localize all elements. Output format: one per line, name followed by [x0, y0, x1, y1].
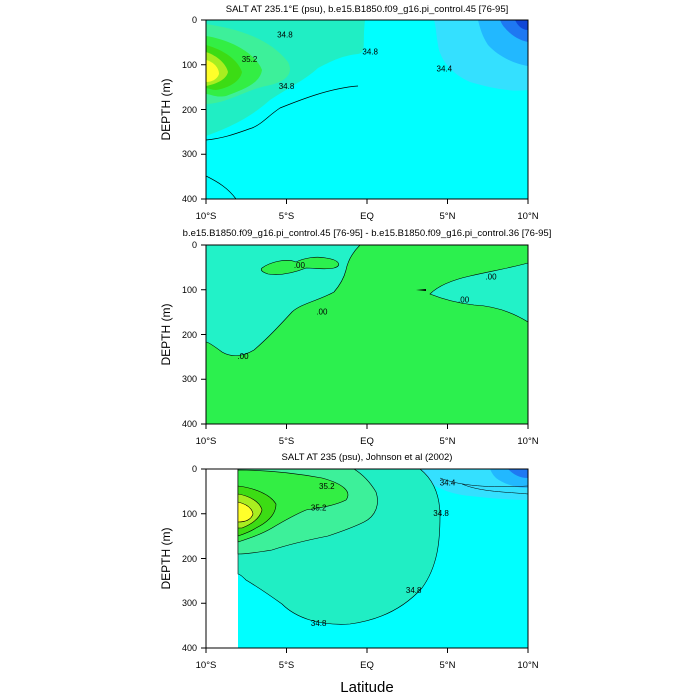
panel-3-ytick-label: 200 — [182, 554, 197, 564]
panel-3-y-ticks — [201, 468, 206, 649]
contour-label: 34.8 — [311, 619, 327, 628]
panel-1-ytick-label: 100 — [182, 60, 197, 70]
panel-2-xtick-label: EQ — [360, 436, 374, 447]
panel-1-plot-area — [206, 20, 528, 199]
panel-2-xtick-label: 10°S — [196, 436, 217, 447]
contour-label: 35.2 — [242, 55, 258, 64]
contour-label: 34.8 — [362, 47, 378, 56]
panel-3-ytick-label: 400 — [182, 643, 197, 653]
panel-1-xtick-label: 5°S — [279, 211, 294, 222]
panel-1-x-ticks — [205, 199, 529, 204]
panel-3-xtick-label: 10°S — [196, 660, 217, 671]
panel-3-xtick-label: 5°N — [440, 660, 456, 671]
panel-2-title: b.e15.B1850.f09_g16.pi_control.45 [76-95… — [183, 228, 552, 239]
panel-2-x-ticks — [205, 424, 529, 429]
contour-label: .00 — [316, 308, 328, 317]
contour-label: 34.8 — [433, 509, 449, 518]
panel-3-plot-area — [237, 469, 528, 648]
contour-label: .00 — [237, 352, 249, 361]
panel-2-fill-green-patch — [260, 256, 339, 275]
contour-label: 35.2 — [319, 482, 335, 491]
panel-3: SALT AT 235 (psu), Johnson et al (2002) … — [159, 452, 539, 671]
panel-1-fill-blue-dark — [515, 20, 528, 30]
panel-2-mark — [416, 289, 426, 291]
panel-1-ylabel: DEPTH (m) — [159, 79, 173, 141]
panel-3-contour-fine — [439, 477, 528, 495]
panel-3-fill-blue — [508, 469, 528, 478]
contour-label: .00 — [294, 261, 306, 270]
panel-2-ytick-label: 0 — [192, 240, 197, 250]
x-axis-title: Latitude — [340, 679, 393, 696]
contour-label: 34.8 — [277, 30, 293, 39]
panel-3-ylabel: DEPTH (m) — [159, 528, 173, 590]
panel-2-contour-labels: .00 .00 .00 .00 .00 — [237, 261, 497, 361]
panel-3-fill-yellow — [237, 501, 254, 523]
panel-1: SALT AT 235.1°E (psu), b.e15.B1850.f09_g… — [159, 4, 539, 222]
panel-1-contour-lower — [206, 85, 359, 141]
panel-2-xtick-label: 5°N — [440, 436, 456, 447]
panel-3-xtick-label: 5°S — [279, 660, 294, 671]
contour-label: 34.8 — [279, 82, 295, 91]
panel-2-xtick-label: 5°S — [279, 436, 294, 447]
panel-1-ytick-label: 300 — [182, 149, 197, 159]
panel-1-ytick-label: 0 — [192, 15, 197, 25]
panel-2-ytick-label: 400 — [182, 419, 197, 429]
panel-2-ytick-label: 100 — [182, 285, 197, 295]
panel-3-x-ticks — [205, 648, 529, 653]
panel-2: b.e15.B1850.f09_g16.pi_control.45 [76-95… — [159, 228, 551, 447]
contour-label: 34.4 — [440, 478, 456, 487]
panel-1-ytick-label: 400 — [182, 194, 197, 204]
panel-2-ylabel: DEPTH (m) — [159, 304, 173, 366]
panel-3-ytick-label: 0 — [192, 464, 197, 474]
panel-2-xtick-label: 10°N — [517, 436, 538, 447]
panel-1-contour-deep — [206, 175, 237, 199]
contour-label: 34.4 — [437, 64, 453, 73]
panel-2-ytick-label: 300 — [182, 374, 197, 384]
contour-label: .00 — [458, 296, 470, 305]
panel-3-title: SALT AT 235 (psu), Johnson et al (2002) — [282, 452, 453, 463]
panel-3-fill-green — [237, 469, 349, 543]
panel-2-fill-aqua-east — [429, 262, 528, 323]
panel-3-ytick-label: 100 — [182, 509, 197, 519]
panel-2-plot-area — [206, 245, 528, 424]
panel-3-contour-labels: 35.2 34.4 35.2 34.8 34.8 34.8 — [311, 478, 456, 628]
panel-3-xtick-label: EQ — [360, 660, 374, 671]
panel-1-ytick-label: 200 — [182, 105, 197, 115]
panel-1-title: SALT AT 235.1°E (psu), b.e15.B1850.f09_g… — [226, 4, 509, 15]
panel-1-xtick-label: 10°S — [196, 211, 217, 222]
panel-2-fill-aqua-west — [206, 245, 361, 356]
panel-1-contour-labels: 34.8 34.8 35.2 34.8 34.4 — [242, 30, 453, 91]
panel-1-y-ticks — [201, 19, 206, 200]
panel-3-xtick-label: 10°N — [517, 660, 538, 671]
panel-1-xtick-label: 5°N — [440, 211, 456, 222]
panel-1-fill-yellow — [206, 60, 219, 82]
panel-2-ytick-label: 200 — [182, 330, 197, 340]
panel-1-xtick-label: 10°N — [517, 211, 538, 222]
panel-1-xtick-label: EQ — [360, 211, 374, 222]
panel-2-y-ticks — [201, 244, 206, 425]
contour-label: .00 — [485, 272, 497, 281]
contour-label: 35.2 — [311, 504, 327, 513]
panel-3-ytick-label: 300 — [182, 598, 197, 608]
contour-label: 34.8 — [406, 586, 422, 595]
